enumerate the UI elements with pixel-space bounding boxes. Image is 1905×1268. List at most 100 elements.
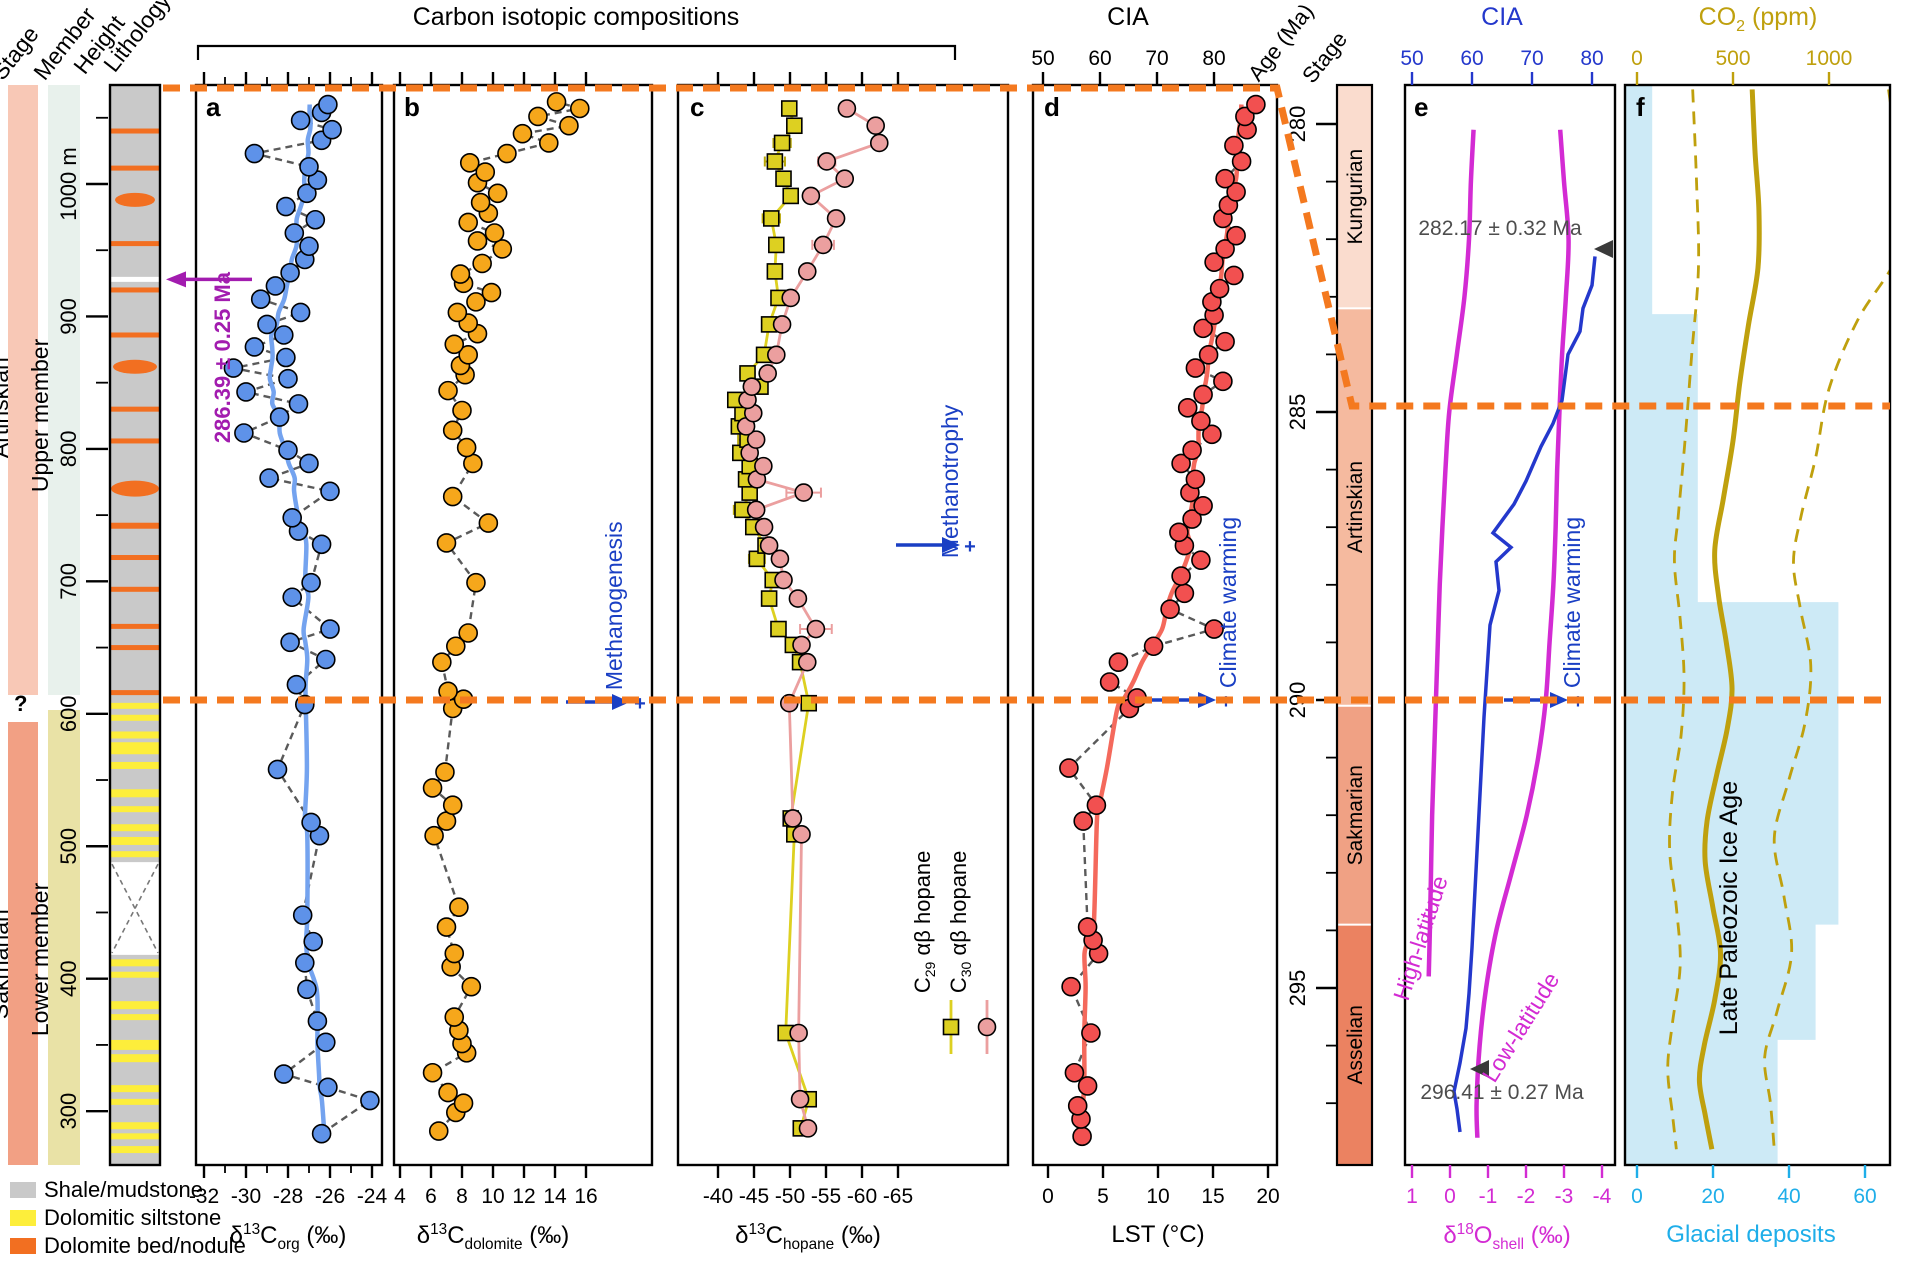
dolomite-data-point: [452, 400, 472, 421]
lst-data-point: [1185, 358, 1206, 378]
siltstone-bed: [111, 761, 159, 769]
c-axis-label: -55: [811, 1185, 841, 1208]
lst-data-point: [1182, 509, 1202, 529]
org-data-point: [288, 394, 309, 414]
org-data-point: [282, 507, 303, 528]
org-data-point: [269, 407, 290, 427]
e-cia-top-label: 60: [1460, 47, 1483, 70]
member-lower: Lower member: [26, 882, 53, 1037]
org-data-point: [278, 440, 298, 461]
d-cia-top-label: 80: [1202, 47, 1225, 70]
o18-low-latitude-curve: [1474, 129, 1571, 1138]
age-stage-label: Sakmarian: [1344, 765, 1367, 865]
dolomite-bed: [111, 690, 159, 696]
dolomite-data-point: [442, 486, 463, 507]
lst-data-point: [1209, 278, 1230, 299]
height-tick-label: 800: [56, 431, 81, 468]
stage-artinskian: Artinskian: [0, 357, 13, 459]
lithology-legend: [10, 1182, 36, 1254]
b-axis-label: 10: [481, 1185, 504, 1208]
lst-data-point: [1099, 672, 1120, 692]
c30-data-point: [792, 825, 811, 844]
org-data-point: [267, 759, 288, 780]
org-data-point: [290, 110, 311, 131]
dolomite-data-point: [442, 795, 463, 815]
age-axis-strip: 280285290295KungurianArtinskianSakmarian…: [1285, 83, 1374, 1167]
b-axis-label: 16: [574, 1185, 597, 1208]
f-glacial-axis-label: 60: [1853, 1185, 1876, 1208]
member-upper: Upper member: [26, 338, 53, 493]
c30-data-point: [783, 809, 803, 828]
lst-data-point: [1191, 411, 1211, 431]
panel-letter-d: d: [1044, 92, 1060, 122]
dolomite-nodule: [113, 359, 157, 374]
lst-data-point: [1231, 151, 1252, 172]
age-282-label: 282.17 ± 0.32 Ma: [1418, 217, 1582, 240]
lst-data-point: [1204, 252, 1224, 272]
c30-data-point: [758, 364, 777, 383]
c29-data-point: [770, 620, 787, 638]
dolomite-data-point: [449, 897, 469, 917]
axis-title-d13c-org: δ13Corg (‰): [229, 1221, 347, 1253]
climate-warming-d-arrow-head: [1198, 692, 1216, 708]
lst-data-point: [1193, 384, 1213, 405]
d-axis-label: 10: [1146, 1185, 1169, 1208]
dolomite-data-point: [435, 762, 455, 782]
axis-title-glacial: Glacial deposits: [1666, 1221, 1836, 1248]
c30-data-point: [754, 517, 774, 537]
c30-data-point: [774, 570, 793, 590]
lst-data-point: [1077, 917, 1098, 937]
lst-data-point: [1086, 795, 1107, 815]
dolomite-data-point: [438, 1082, 458, 1103]
b-axis-label: 8: [456, 1185, 468, 1208]
height-tick-label: 900: [56, 298, 81, 335]
dolomite-bed: [111, 406, 159, 412]
stage-bar-artinskian: [8, 85, 38, 695]
height-tick-label: 700: [56, 563, 81, 600]
org-data-point: [259, 468, 279, 488]
c30-data-point: [797, 652, 817, 672]
lst-data-point: [1081, 1023, 1101, 1043]
lst-data-point: [1171, 453, 1191, 474]
org-data-point: [244, 337, 265, 357]
lpia-label: Late Paleozoic Ice Age: [1714, 780, 1743, 1036]
lst-data-point: [1235, 106, 1255, 127]
panel-d-border: [1031, 83, 1279, 1167]
dolomite-bed: [111, 645, 159, 651]
legend-shale-label: Shale/mudstone: [44, 1177, 203, 1202]
legend-swatch-1: [10, 1210, 36, 1226]
age-stage-label: Artinskian: [1344, 461, 1367, 553]
lst-data-point: [1169, 522, 1189, 543]
dolomite-data-point: [461, 976, 482, 997]
stage-sakmarian: Sakmarian: [0, 909, 13, 1020]
methanogenesis-label: Methanogenesis: [600, 521, 627, 691]
org-data-point: [303, 931, 324, 952]
org-data-point: [292, 905, 313, 925]
c30-data-point: [794, 483, 813, 502]
dolomite-bed: [111, 332, 159, 338]
c30-data-point: [754, 456, 773, 476]
dolomite-bed: [111, 586, 159, 592]
a-axis-label: -32: [189, 1185, 219, 1208]
f-glacial-axis-label: 20: [1701, 1185, 1724, 1208]
dolomite-bed: [111, 128, 159, 134]
covered-x-line: [111, 863, 159, 954]
org-data-point: [223, 358, 244, 378]
age-stage-sakmarian: [1337, 706, 1372, 924]
org-data-point: [282, 587, 303, 608]
age-stage-label: Asselian: [1344, 1005, 1367, 1084]
d-cia-top-label: 50: [1031, 47, 1054, 70]
org-data-point: [273, 325, 294, 345]
dolomite-data-point: [450, 264, 471, 284]
lst-data-point: [1213, 371, 1233, 392]
org-data-point: [315, 1032, 336, 1053]
lst-data-point: [1143, 636, 1164, 657]
e-o18-axis-label: -2: [1517, 1185, 1536, 1208]
age-tick-label: 295: [1285, 970, 1310, 1007]
age-stage-asselian: [1337, 925, 1372, 1164]
org-data-point: [273, 1064, 294, 1084]
ash-bed: [111, 276, 159, 282]
age-296-label: 296.41 ± 0.27 Ma: [1420, 1081, 1584, 1104]
siltstone-bed: [111, 959, 159, 967]
